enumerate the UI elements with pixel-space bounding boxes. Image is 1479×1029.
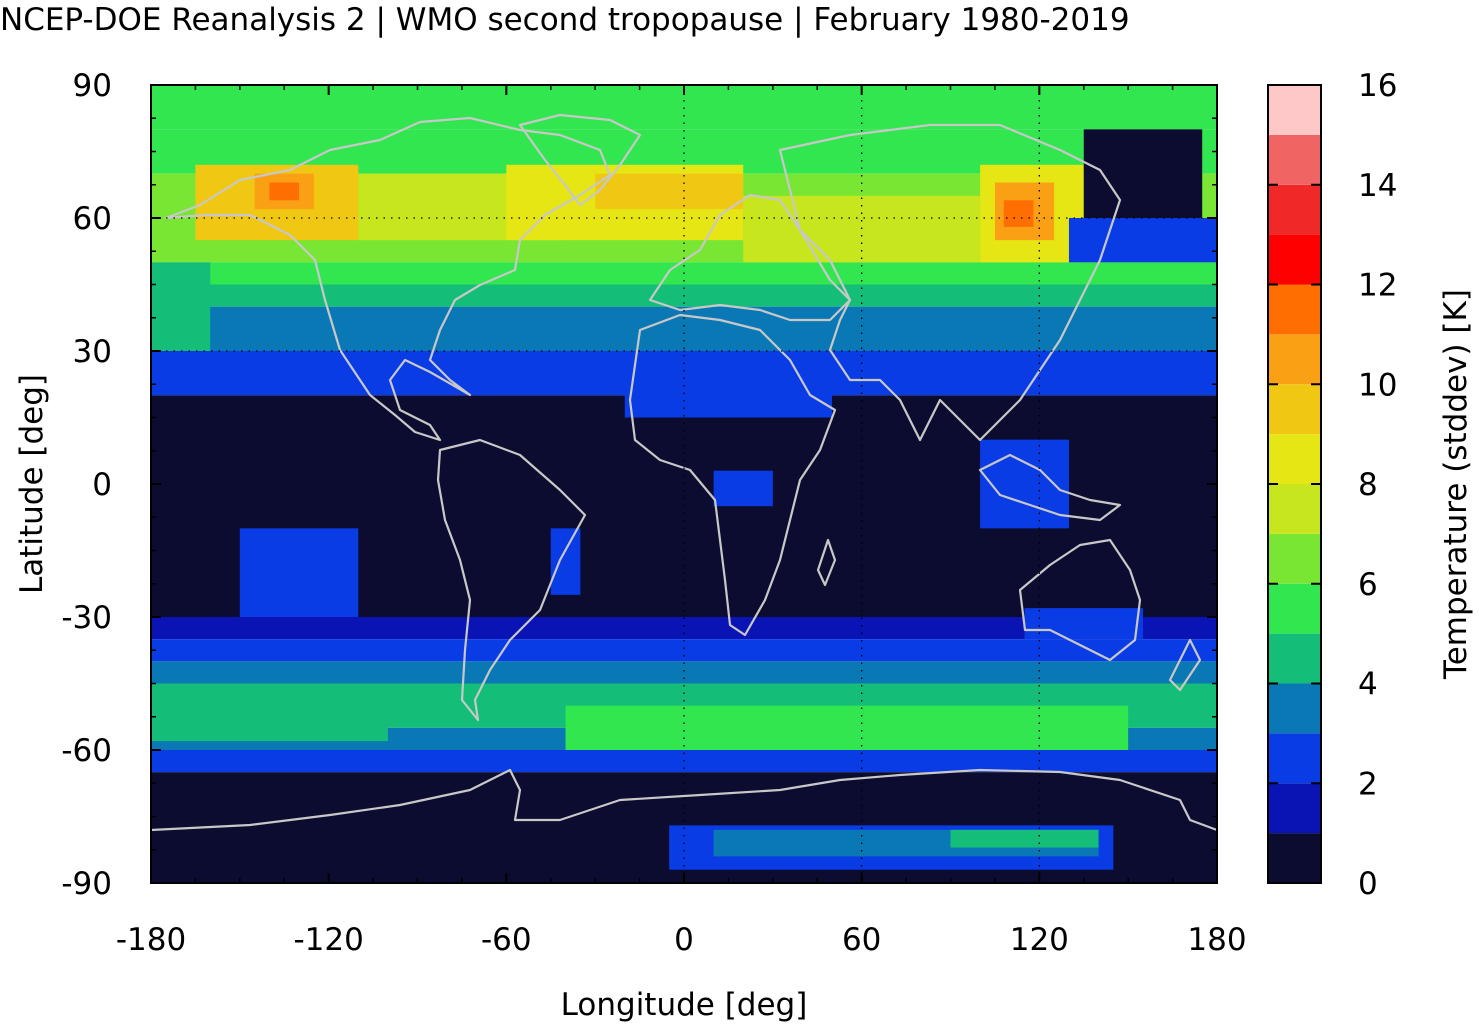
- heatmap-patch: [713, 470, 773, 507]
- colorbar: 0 2 4 6 8 10 12 14 16: [1267, 68, 1397, 902]
- coastline-australia: [1018, 538, 1142, 662]
- coastline-asia: [778, 123, 1122, 442]
- x-tick-label: 0: [674, 922, 694, 958]
- heatmap-patch: [269, 182, 300, 201]
- colorbar-swatch: [1268, 184, 1321, 235]
- coastline-antarctica: [151, 768, 1217, 832]
- x-tick-label: 120: [1010, 922, 1069, 958]
- colorbar-swatch: [1268, 85, 1321, 135]
- map-gridlines: [151, 85, 1217, 883]
- colorbar-tick-label: 4: [1358, 667, 1378, 703]
- colorbar-swatch: [1268, 683, 1321, 734]
- heatmap-patch: [1024, 608, 1143, 640]
- x-tick-label: 180: [1187, 922, 1246, 958]
- heatmap-patch: [950, 829, 1099, 848]
- y-axis-label: Latitude [deg]: [14, 374, 50, 594]
- colorbar-swatch: [1268, 384, 1321, 435]
- colorbar-swatch: [1268, 633, 1321, 684]
- heatmap-patch: [595, 173, 744, 210]
- coastline-north-america: [164, 116, 612, 442]
- heatmap-patch: [550, 528, 581, 595]
- heatmap-band: [151, 661, 1217, 684]
- colorbar-swatch: [1268, 583, 1321, 634]
- coastline-europe: [648, 193, 852, 322]
- colorbar-swatch: [1268, 733, 1321, 784]
- colorbar-swatch: [1268, 484, 1321, 534]
- heatmap-patch: [980, 439, 1069, 529]
- x-tick-label: -180: [116, 922, 186, 958]
- coastline-greenland: [518, 113, 642, 207]
- heatmap-patch: [151, 262, 211, 351]
- x-tick-label: -60: [481, 922, 532, 958]
- colorbar-swatch: [1268, 334, 1321, 385]
- coastline-africa: [628, 313, 837, 637]
- y-tick-label: -30: [61, 600, 112, 636]
- x-tick-label: 60: [842, 922, 881, 958]
- x-tick-label: -120: [293, 922, 363, 958]
- colorbar-tick-label: 12: [1358, 268, 1397, 304]
- colorbar-tick-label: 10: [1358, 367, 1397, 403]
- colorbar-label: Temperature (stddev) [K]: [1438, 289, 1474, 680]
- heatmap-band: [151, 617, 1217, 640]
- colorbar-swatch: [1268, 434, 1321, 484]
- coastline-indonesia: [978, 453, 1122, 522]
- colorbar-swatch: [1268, 134, 1321, 185]
- colorbar-swatch: [1268, 234, 1321, 285]
- colorbar-tick-label: 14: [1358, 168, 1397, 204]
- heatmap-patch: [1068, 218, 1217, 263]
- coastlines: [151, 113, 1217, 832]
- x-axis-label: Longitude [deg]: [561, 987, 808, 1023]
- heatmap-patch: [151, 714, 388, 742]
- chart-title: NCEP-DOE Reanalysis 2 | WMO second tropo…: [0, 2, 1130, 38]
- coastline-madagascar: [816, 538, 837, 587]
- coastline-new-zealand: [1168, 638, 1202, 692]
- y-tick-label: -60: [61, 733, 112, 769]
- colorbar-swatch: [1268, 833, 1321, 883]
- colorbar-swatch: [1268, 533, 1321, 584]
- heatmap-patch: [565, 705, 1129, 750]
- colorbar-swatch: [1268, 783, 1321, 834]
- colorbar-swatch: [1268, 284, 1321, 335]
- colorbar-tick-label: 6: [1358, 567, 1378, 603]
- colorbar-tick-label: 0: [1358, 866, 1378, 902]
- heatmap-patch: [624, 373, 833, 418]
- heatmap-patch: [239, 528, 359, 617]
- axes: -180 -120 -60 0 60 120 180 90 60 30 0 -30 -60 -90: [61, 68, 1246, 958]
- y-tick-label: -90: [61, 866, 112, 902]
- y-tick-label: 60: [73, 201, 112, 237]
- y-tick-label: 90: [73, 68, 112, 104]
- colorbar-tick-label: 2: [1358, 766, 1378, 802]
- heatmap-patch: [1003, 200, 1034, 227]
- coastline-south-america: [436, 438, 587, 722]
- colorbar-tick-label: 16: [1358, 68, 1397, 104]
- y-tick-label: 30: [73, 334, 112, 370]
- y-tick-label: 0: [92, 467, 112, 503]
- colorbar-tick-label: 8: [1358, 467, 1378, 503]
- heatmap-band: [151, 639, 1217, 662]
